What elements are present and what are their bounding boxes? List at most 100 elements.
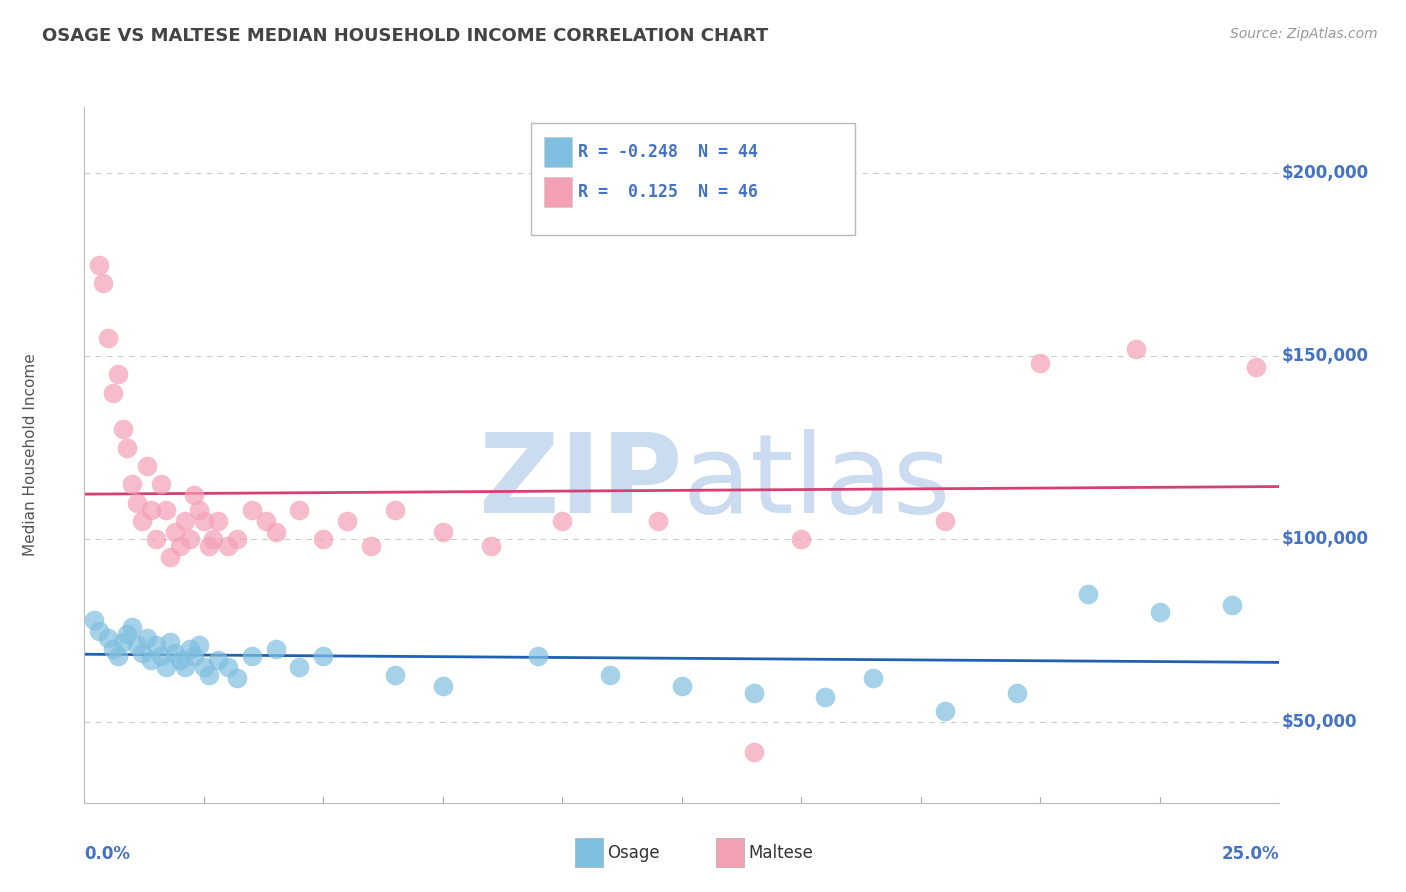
Point (125, 495, 148, 509)
Point (173, 514, 195, 528)
Point (145, 638, 167, 652)
Point (934, 514, 956, 528)
Point (312, 649, 335, 664)
Point (647, 514, 669, 528)
Point (131, 514, 153, 528)
Point (288, 660, 311, 674)
Point (790, 532, 813, 546)
Point (97, 331, 120, 345)
Point (125, 638, 148, 652)
Point (1005, 686, 1028, 700)
Point (155, 503, 177, 517)
Point (1220, 598, 1243, 612)
Point (193, 514, 215, 528)
Point (814, 690, 837, 704)
Point (226, 671, 249, 685)
Point (197, 540, 219, 554)
Point (202, 532, 225, 546)
Point (111, 634, 134, 648)
Text: $100,000: $100,000 (1282, 530, 1369, 549)
Point (188, 503, 211, 517)
Point (107, 649, 129, 664)
Point (107, 368, 129, 382)
Point (183, 649, 205, 664)
Point (169, 540, 191, 554)
Point (149, 649, 172, 664)
Point (155, 660, 177, 674)
Point (165, 524, 187, 539)
Point (1029, 356, 1052, 370)
Point (671, 679, 693, 693)
Text: $150,000: $150,000 (1282, 347, 1369, 365)
Point (479, 540, 502, 554)
Point (111, 422, 134, 436)
Point (193, 660, 215, 674)
Text: Source: ZipAtlas.com: Source: ZipAtlas.com (1230, 27, 1378, 41)
Text: Maltese: Maltese (748, 844, 813, 862)
Point (264, 642, 287, 657)
Point (179, 532, 201, 546)
Point (135, 458, 157, 473)
Point (141, 503, 163, 517)
Text: $200,000: $200,000 (1282, 164, 1369, 182)
Point (288, 503, 311, 517)
Text: atlas: atlas (682, 429, 950, 536)
Point (117, 441, 139, 455)
Point (240, 503, 263, 517)
Point (188, 638, 211, 652)
Point (336, 514, 359, 528)
Point (742, 745, 765, 759)
Point (240, 649, 263, 664)
Point (121, 477, 143, 491)
Point (83, 613, 105, 627)
Point (101, 385, 124, 400)
Point (599, 667, 621, 681)
Point (1244, 359, 1267, 374)
Point (226, 532, 249, 546)
Point (101, 642, 124, 657)
Text: ZIP: ZIP (478, 429, 682, 536)
Point (1077, 587, 1099, 601)
Point (135, 631, 157, 645)
Point (131, 646, 153, 660)
Point (159, 550, 181, 565)
Point (360, 540, 382, 554)
Point (527, 649, 550, 664)
Point (173, 660, 195, 674)
Text: $50,000: $50,000 (1282, 714, 1357, 731)
Text: R = -0.248  N = 44: R = -0.248 N = 44 (578, 143, 758, 161)
Point (145, 532, 167, 546)
Point (169, 653, 191, 667)
Point (93, 276, 115, 290)
Point (197, 667, 219, 681)
Point (87, 258, 110, 272)
Point (1149, 606, 1171, 620)
Text: Median Household Income: Median Household Income (22, 353, 38, 557)
Point (742, 686, 765, 700)
Point (149, 477, 172, 491)
Point (207, 653, 229, 667)
Point (207, 514, 229, 528)
Point (312, 532, 335, 546)
Point (183, 488, 205, 502)
Point (862, 671, 884, 685)
Point (165, 646, 187, 660)
Point (87, 624, 110, 638)
Point (179, 642, 201, 657)
Text: R =  0.125  N = 46: R = 0.125 N = 46 (578, 183, 758, 201)
Point (117, 627, 139, 641)
Point (217, 660, 239, 674)
Point (97, 631, 120, 645)
Point (384, 667, 406, 681)
Point (159, 634, 181, 648)
Point (121, 620, 143, 634)
Text: 25.0%: 25.0% (1222, 845, 1279, 863)
Point (432, 524, 454, 539)
Text: OSAGE VS MALTESE MEDIAN HOUSEHOLD INCOME CORRELATION CHART: OSAGE VS MALTESE MEDIAN HOUSEHOLD INCOME… (42, 27, 769, 45)
Point (384, 503, 406, 517)
Point (254, 514, 277, 528)
Point (217, 540, 239, 554)
Point (264, 524, 287, 539)
Point (1125, 342, 1147, 356)
Point (551, 514, 574, 528)
